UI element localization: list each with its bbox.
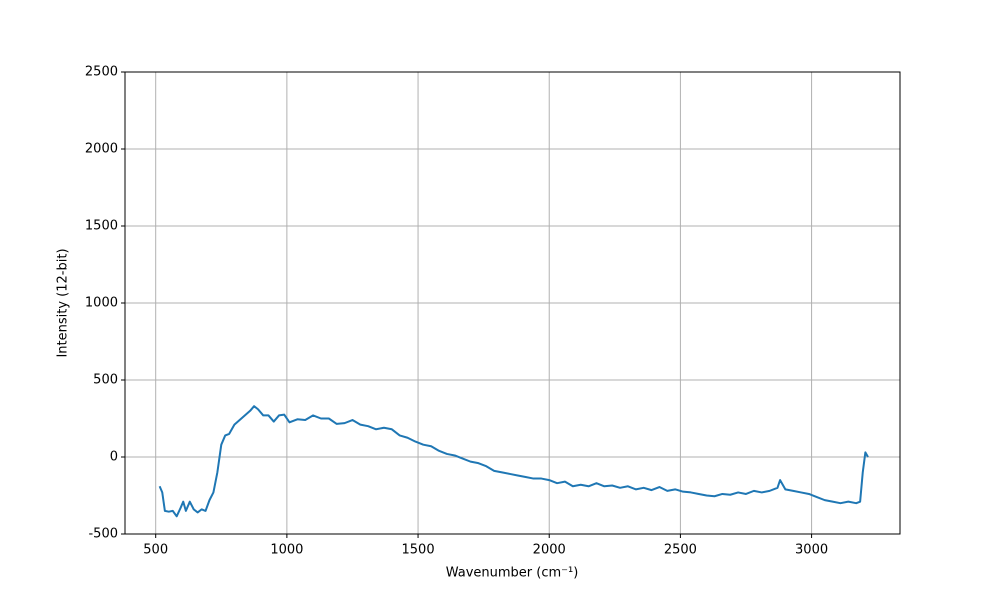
y-tick-label: 2500 <box>85 65 118 80</box>
y-tick-label: 500 <box>93 373 118 388</box>
x-tick-label: 2000 <box>533 543 566 558</box>
line-series <box>158 405 869 518</box>
y-tick-label: 1500 <box>85 219 118 234</box>
y-tick-label: 0 <box>110 450 118 465</box>
x-tick-label: 500 <box>143 543 168 558</box>
x-tick-label: 1000 <box>270 543 303 558</box>
y-tick-label: 1000 <box>85 296 118 311</box>
y-axis-label: Intensity (12-bit) <box>56 248 71 357</box>
x-tick-label: 1500 <box>402 543 435 558</box>
x-tick-label: 3000 <box>795 543 828 558</box>
x-tick-label: 2500 <box>664 543 697 558</box>
y-tick-label: 2000 <box>85 142 118 157</box>
y-tick-label: -500 <box>88 527 118 542</box>
x-axis-label: Wavenumber (cm⁻¹) <box>446 566 579 581</box>
